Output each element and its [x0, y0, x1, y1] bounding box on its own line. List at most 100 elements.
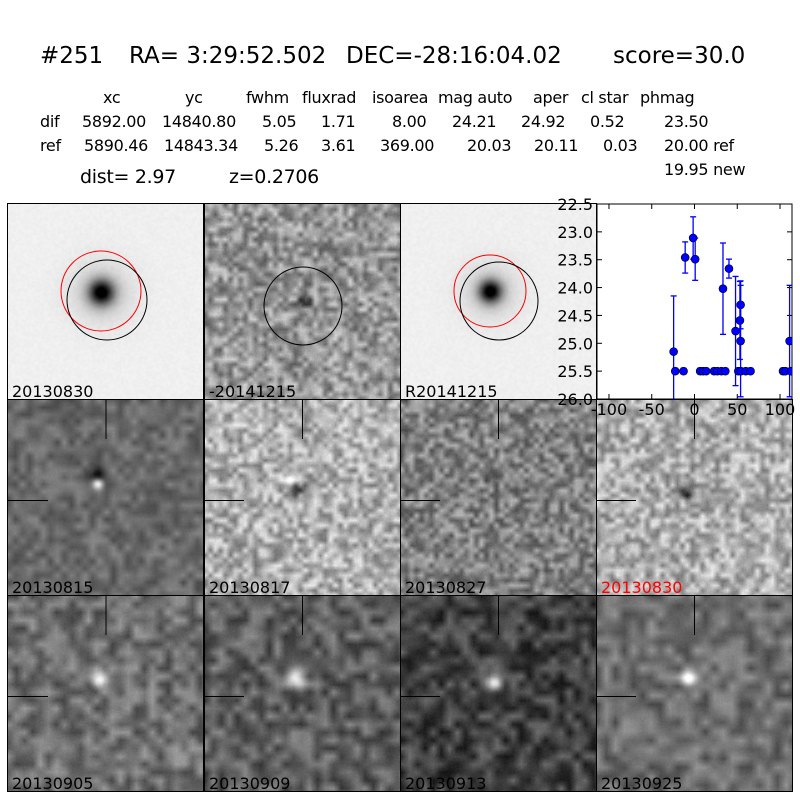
- data-point: [670, 366, 680, 376]
- table-cell: 0.52: [590, 112, 625, 131]
- aperture-circles: [453, 254, 539, 341]
- column-header: yc: [185, 88, 203, 107]
- x-tick-label: 50: [727, 400, 747, 419]
- y-tick-label: 25.0: [557, 334, 593, 353]
- data-point: [690, 254, 700, 264]
- aperture-circles: [263, 266, 343, 346]
- plot-area: [596, 203, 793, 400]
- y-tick-label: 23.0: [557, 223, 593, 242]
- data-point: [786, 366, 792, 376]
- crosshair: [205, 596, 303, 697]
- panel-label: 20130905: [12, 774, 94, 791]
- candidate-id: #251: [40, 43, 104, 69]
- column-header: isoarea: [372, 88, 429, 107]
- data-point: [680, 253, 690, 262]
- data-point: [746, 366, 755, 376]
- panel-label: 20130830: [12, 382, 94, 399]
- image-stamp: [8, 204, 203, 399]
- epoch-stamp: 20130815: [7, 399, 204, 596]
- panel-label: -20141215: [209, 382, 297, 399]
- row-label-ref: ref: [40, 136, 61, 155]
- data-point: [679, 366, 688, 376]
- data-point: [718, 284, 728, 293]
- panel-label: 20130925: [601, 774, 683, 791]
- y-tick-label: 25.5: [557, 362, 593, 381]
- panel-label: 20130817: [209, 578, 291, 595]
- epoch-stamp: 20130905: [7, 595, 204, 792]
- epoch-stamp: 20130827: [400, 399, 597, 596]
- table-cell: 5.05: [262, 112, 297, 131]
- table-cell: 5890.46: [84, 136, 149, 155]
- right-ascension: RA= 3:29:52.502: [129, 43, 327, 69]
- epoch-stamp-highlighted: 20130830: [596, 399, 793, 596]
- table-cell: 14840.80: [162, 112, 236, 131]
- data-point: [720, 366, 730, 376]
- table-cell: 24.92: [521, 112, 566, 131]
- table-cell: 0.03: [603, 136, 638, 155]
- table-cell: 5892.00: [82, 112, 147, 131]
- epoch-stamp: 20130909: [204, 595, 401, 792]
- table-cell: 1.71: [321, 112, 356, 131]
- panel-label: 20130913: [405, 774, 487, 791]
- crosshair: [205, 400, 303, 501]
- panel-label: 20130909: [209, 774, 291, 791]
- distance: dist= 2.97: [80, 166, 176, 188]
- table-cell: 20.03: [467, 136, 512, 155]
- data-point: [785, 336, 792, 346]
- declination: DEC=-28:16:04.02: [346, 43, 562, 69]
- table-cell: 20.00 ref: [664, 136, 734, 155]
- data-point: [724, 264, 734, 273]
- table-cell: 369.00: [380, 136, 435, 155]
- phmag-new: 19.95 new: [664, 160, 746, 179]
- row-label-dif: dif: [40, 112, 60, 131]
- new-image-stamp: 20130830: [7, 203, 204, 400]
- data-point: [701, 366, 711, 376]
- table-cell: 5.26: [264, 136, 299, 155]
- data-point: [736, 336, 745, 346]
- x-tick-label: 0: [689, 400, 699, 419]
- table-cell: 14843.34: [164, 136, 238, 155]
- data-point: [735, 316, 745, 325]
- column-header: cl star: [581, 88, 629, 107]
- column-header: fluxrad: [302, 88, 357, 107]
- x-tick-label: -100: [591, 400, 627, 419]
- data-point: [669, 347, 678, 356]
- column-header: aper: [533, 88, 569, 107]
- crosshair: [401, 596, 499, 697]
- crosshair: [597, 596, 695, 697]
- column-header: fwhm: [246, 88, 289, 107]
- image-stamp: [205, 204, 400, 399]
- crosshair: [8, 596, 107, 697]
- table-cell: 24.21: [452, 112, 497, 131]
- y-tick-label: 24.5: [557, 306, 593, 325]
- panel-label-highlighted: 20130830: [601, 578, 683, 595]
- red-circle: [453, 254, 527, 328]
- y-tick-label: 24.0: [557, 279, 593, 298]
- x-tick-label: 100: [765, 400, 796, 419]
- table-cell: 23.50: [664, 112, 709, 131]
- reference-image-stamp: R20141215: [400, 203, 597, 400]
- aperture-circles: [60, 250, 148, 341]
- crosshair: [401, 400, 499, 501]
- y-tick-label: 22.5: [557, 195, 593, 214]
- y-tick-label: 23.5: [557, 251, 593, 270]
- crosshair: [8, 400, 107, 501]
- image-stamp: [401, 204, 596, 399]
- difference-image-stamp: -20141215: [204, 203, 401, 400]
- table-cell: 20.11: [534, 136, 579, 155]
- panel-label: R20141215: [405, 382, 498, 399]
- panel-label: 20130827: [405, 578, 487, 595]
- y-tick-label: 26.0: [557, 390, 593, 409]
- redshift: z=0.2706: [229, 166, 319, 188]
- crosshair: [597, 400, 695, 501]
- black-circle: [459, 261, 539, 341]
- panel-label: 20130815: [12, 578, 94, 595]
- column-header: mag auto: [438, 88, 513, 107]
- light-curve-plot: 22.5 23.0 23.5 24.0 24.5 25.0 25.5 26.0-100 -50 0…: [557, 195, 796, 419]
- table-cell: 3.61: [321, 136, 356, 155]
- data-points: [669, 216, 792, 399]
- column-header: phmag: [640, 88, 695, 107]
- epoch-stamp: 20130925: [596, 595, 793, 792]
- score: score=30.0: [613, 43, 746, 69]
- black-circle: [263, 266, 343, 346]
